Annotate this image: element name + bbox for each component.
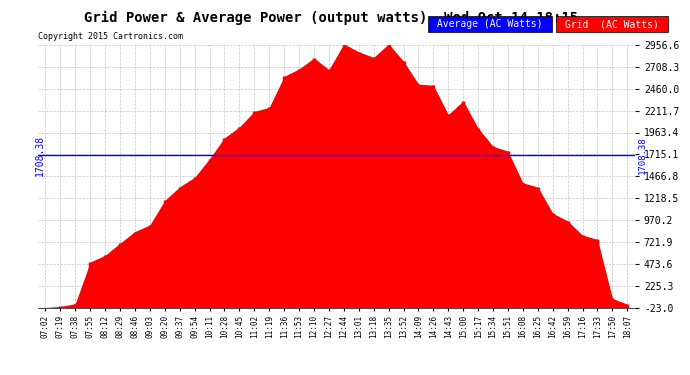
Text: Grid  (AC Watts): Grid (AC Watts) xyxy=(559,20,664,29)
Text: Grid Power & Average Power (output watts)  Wed Oct 14 18:15: Grid Power & Average Power (output watts… xyxy=(84,11,578,26)
Text: 1708.38: 1708.38 xyxy=(638,136,647,174)
Text: Average (AC Watts): Average (AC Watts) xyxy=(431,20,549,29)
Text: 1708.38: 1708.38 xyxy=(34,134,45,176)
Text: Copyright 2015 Cartronics.com: Copyright 2015 Cartronics.com xyxy=(38,32,183,41)
